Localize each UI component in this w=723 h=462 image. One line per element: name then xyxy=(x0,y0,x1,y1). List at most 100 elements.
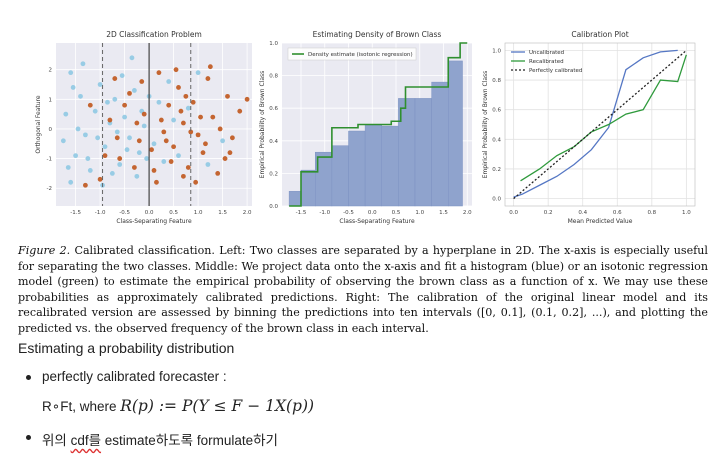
scatter-point xyxy=(185,165,191,170)
scatter-point xyxy=(97,176,103,182)
scatter-point xyxy=(132,88,137,93)
scatter-point xyxy=(222,156,228,161)
scatter-point xyxy=(119,73,125,78)
scatter-point xyxy=(75,126,81,132)
scatter-point xyxy=(109,171,115,176)
figure-caption: Figure 2. Calibrated classification. Lef… xyxy=(18,243,708,337)
y-tick-label: 0.2 xyxy=(269,171,278,177)
scatter-point xyxy=(156,99,162,105)
scatter-point xyxy=(63,111,69,117)
scatter-point xyxy=(102,153,108,159)
bullet-cdf-prefix: 위의 xyxy=(42,433,71,448)
y-tick-label: 0.8 xyxy=(269,74,278,80)
legend-label: Density estimate (isotonic regression) xyxy=(308,52,413,58)
y-tick-label: 0.4 xyxy=(492,137,501,143)
notes-heading: Estimating a probability distribution xyxy=(18,340,235,356)
y-tick-label: 0.4 xyxy=(269,139,278,145)
x-tick-label: 2.0 xyxy=(463,210,472,216)
scatter-point xyxy=(207,64,213,70)
x-tick-label: 2.0 xyxy=(243,210,252,216)
x-tick-label: 1.0 xyxy=(682,210,691,216)
scatter-point xyxy=(166,102,172,108)
x-tick-label: 1.0 xyxy=(194,210,203,216)
y-tick-label: 0.0 xyxy=(492,197,501,203)
x-tick-label: 0.8 xyxy=(647,210,656,216)
scatter-point xyxy=(97,82,103,87)
scatter-point xyxy=(141,111,147,117)
x-tick-label: -0.5 xyxy=(119,210,130,216)
y-tick-label: 0.6 xyxy=(492,108,501,114)
scatter-point xyxy=(102,144,108,150)
scatter-point xyxy=(117,156,123,161)
scatter-point xyxy=(230,135,235,141)
chart-title: Calibration Plot xyxy=(571,30,628,39)
scatter-point xyxy=(85,156,91,161)
histogram-bar xyxy=(381,125,399,207)
x-tick-label: 0.5 xyxy=(392,210,401,216)
scatter-point xyxy=(129,55,135,61)
scatter-point xyxy=(68,70,74,76)
scatter-point xyxy=(151,168,157,173)
scatter-point xyxy=(134,120,140,126)
histogram-bar xyxy=(364,124,382,207)
scatter-point xyxy=(188,129,194,135)
series-line xyxy=(520,54,687,182)
figure: -1.5 -1.0 -0.5 0.0 0.5 1.0 1.5 2.0 -2 -1 0 1 2 2D Cla… xyxy=(35,30,696,225)
y-tick-label: 1.0 xyxy=(269,41,278,47)
x-tick-label: 0.0 xyxy=(509,210,518,216)
scatter-point xyxy=(185,105,191,111)
scatter-point xyxy=(198,114,203,120)
notes-section: Estimating a probability distribution pe… xyxy=(18,340,708,449)
panel-classification: -1.5 -1.0 -0.5 0.0 0.5 1.0 1.5 2.0 -2 -1 0 1 2 2D Cla… xyxy=(35,30,252,225)
scatter-point xyxy=(127,135,132,141)
legend-box xyxy=(287,47,417,61)
scatter-point xyxy=(83,132,88,138)
scatter-point xyxy=(181,120,186,126)
x-tick-label: 0.4 xyxy=(578,210,587,216)
x-axis-label: Mean Predicted Value xyxy=(568,218,633,225)
scatter-point xyxy=(195,70,201,76)
scatter-point xyxy=(141,123,147,129)
scatter-point xyxy=(127,90,132,96)
x-tick-label: 1.5 xyxy=(439,210,448,216)
scatter-point xyxy=(178,108,184,114)
histogram-bar xyxy=(414,98,432,207)
scatter-point xyxy=(244,96,250,102)
scatter-point xyxy=(205,162,211,167)
x-tick-label: -1.0 xyxy=(95,210,106,216)
legend-label: Perfectly calibrated xyxy=(529,68,582,74)
scatter-point xyxy=(173,67,179,73)
x-tick-label: 1.0 xyxy=(415,210,424,216)
x-axis-label: Class-Separating Feature xyxy=(339,218,415,225)
y-tick-label: 2 xyxy=(49,68,53,74)
x-tick-label: 1.5 xyxy=(218,210,227,216)
plot-area xyxy=(56,43,252,206)
scatter-point xyxy=(176,85,181,90)
chart-title: 2D Classification Problem xyxy=(106,30,202,39)
scatter-point xyxy=(193,179,199,185)
y-tick-label: -2 xyxy=(47,186,52,192)
scatter-point xyxy=(161,129,167,135)
bullet-cdf-underlined: cdf를 xyxy=(70,433,102,448)
scatter-point xyxy=(117,162,123,167)
caption-label: Figure 2. xyxy=(18,244,71,257)
bullet-dot xyxy=(26,375,31,380)
scatter-point xyxy=(149,147,154,153)
scatter-point xyxy=(112,76,118,81)
scatter-point xyxy=(139,79,145,84)
panel-density: -1.5 -1.0 -0.5 0.0 0.5 1.0 1.5 2.0 0.0 0.2 0.4 0.6 0… xyxy=(259,30,472,225)
scatter-point xyxy=(114,129,120,135)
x-tick-label: 0.5 xyxy=(169,210,178,216)
scatter-point xyxy=(195,132,201,138)
scatter-point xyxy=(171,144,177,150)
isotonic-line xyxy=(289,42,468,207)
scatter-point xyxy=(68,179,74,185)
x-tick-label: 0.0 xyxy=(145,210,154,216)
scatter-point xyxy=(171,117,177,123)
scatter-point xyxy=(70,85,76,90)
scatter-point xyxy=(78,93,83,99)
scatter-point xyxy=(107,117,113,123)
scatter-point xyxy=(112,96,118,102)
series-line xyxy=(513,49,678,198)
scatter-point xyxy=(176,153,181,159)
